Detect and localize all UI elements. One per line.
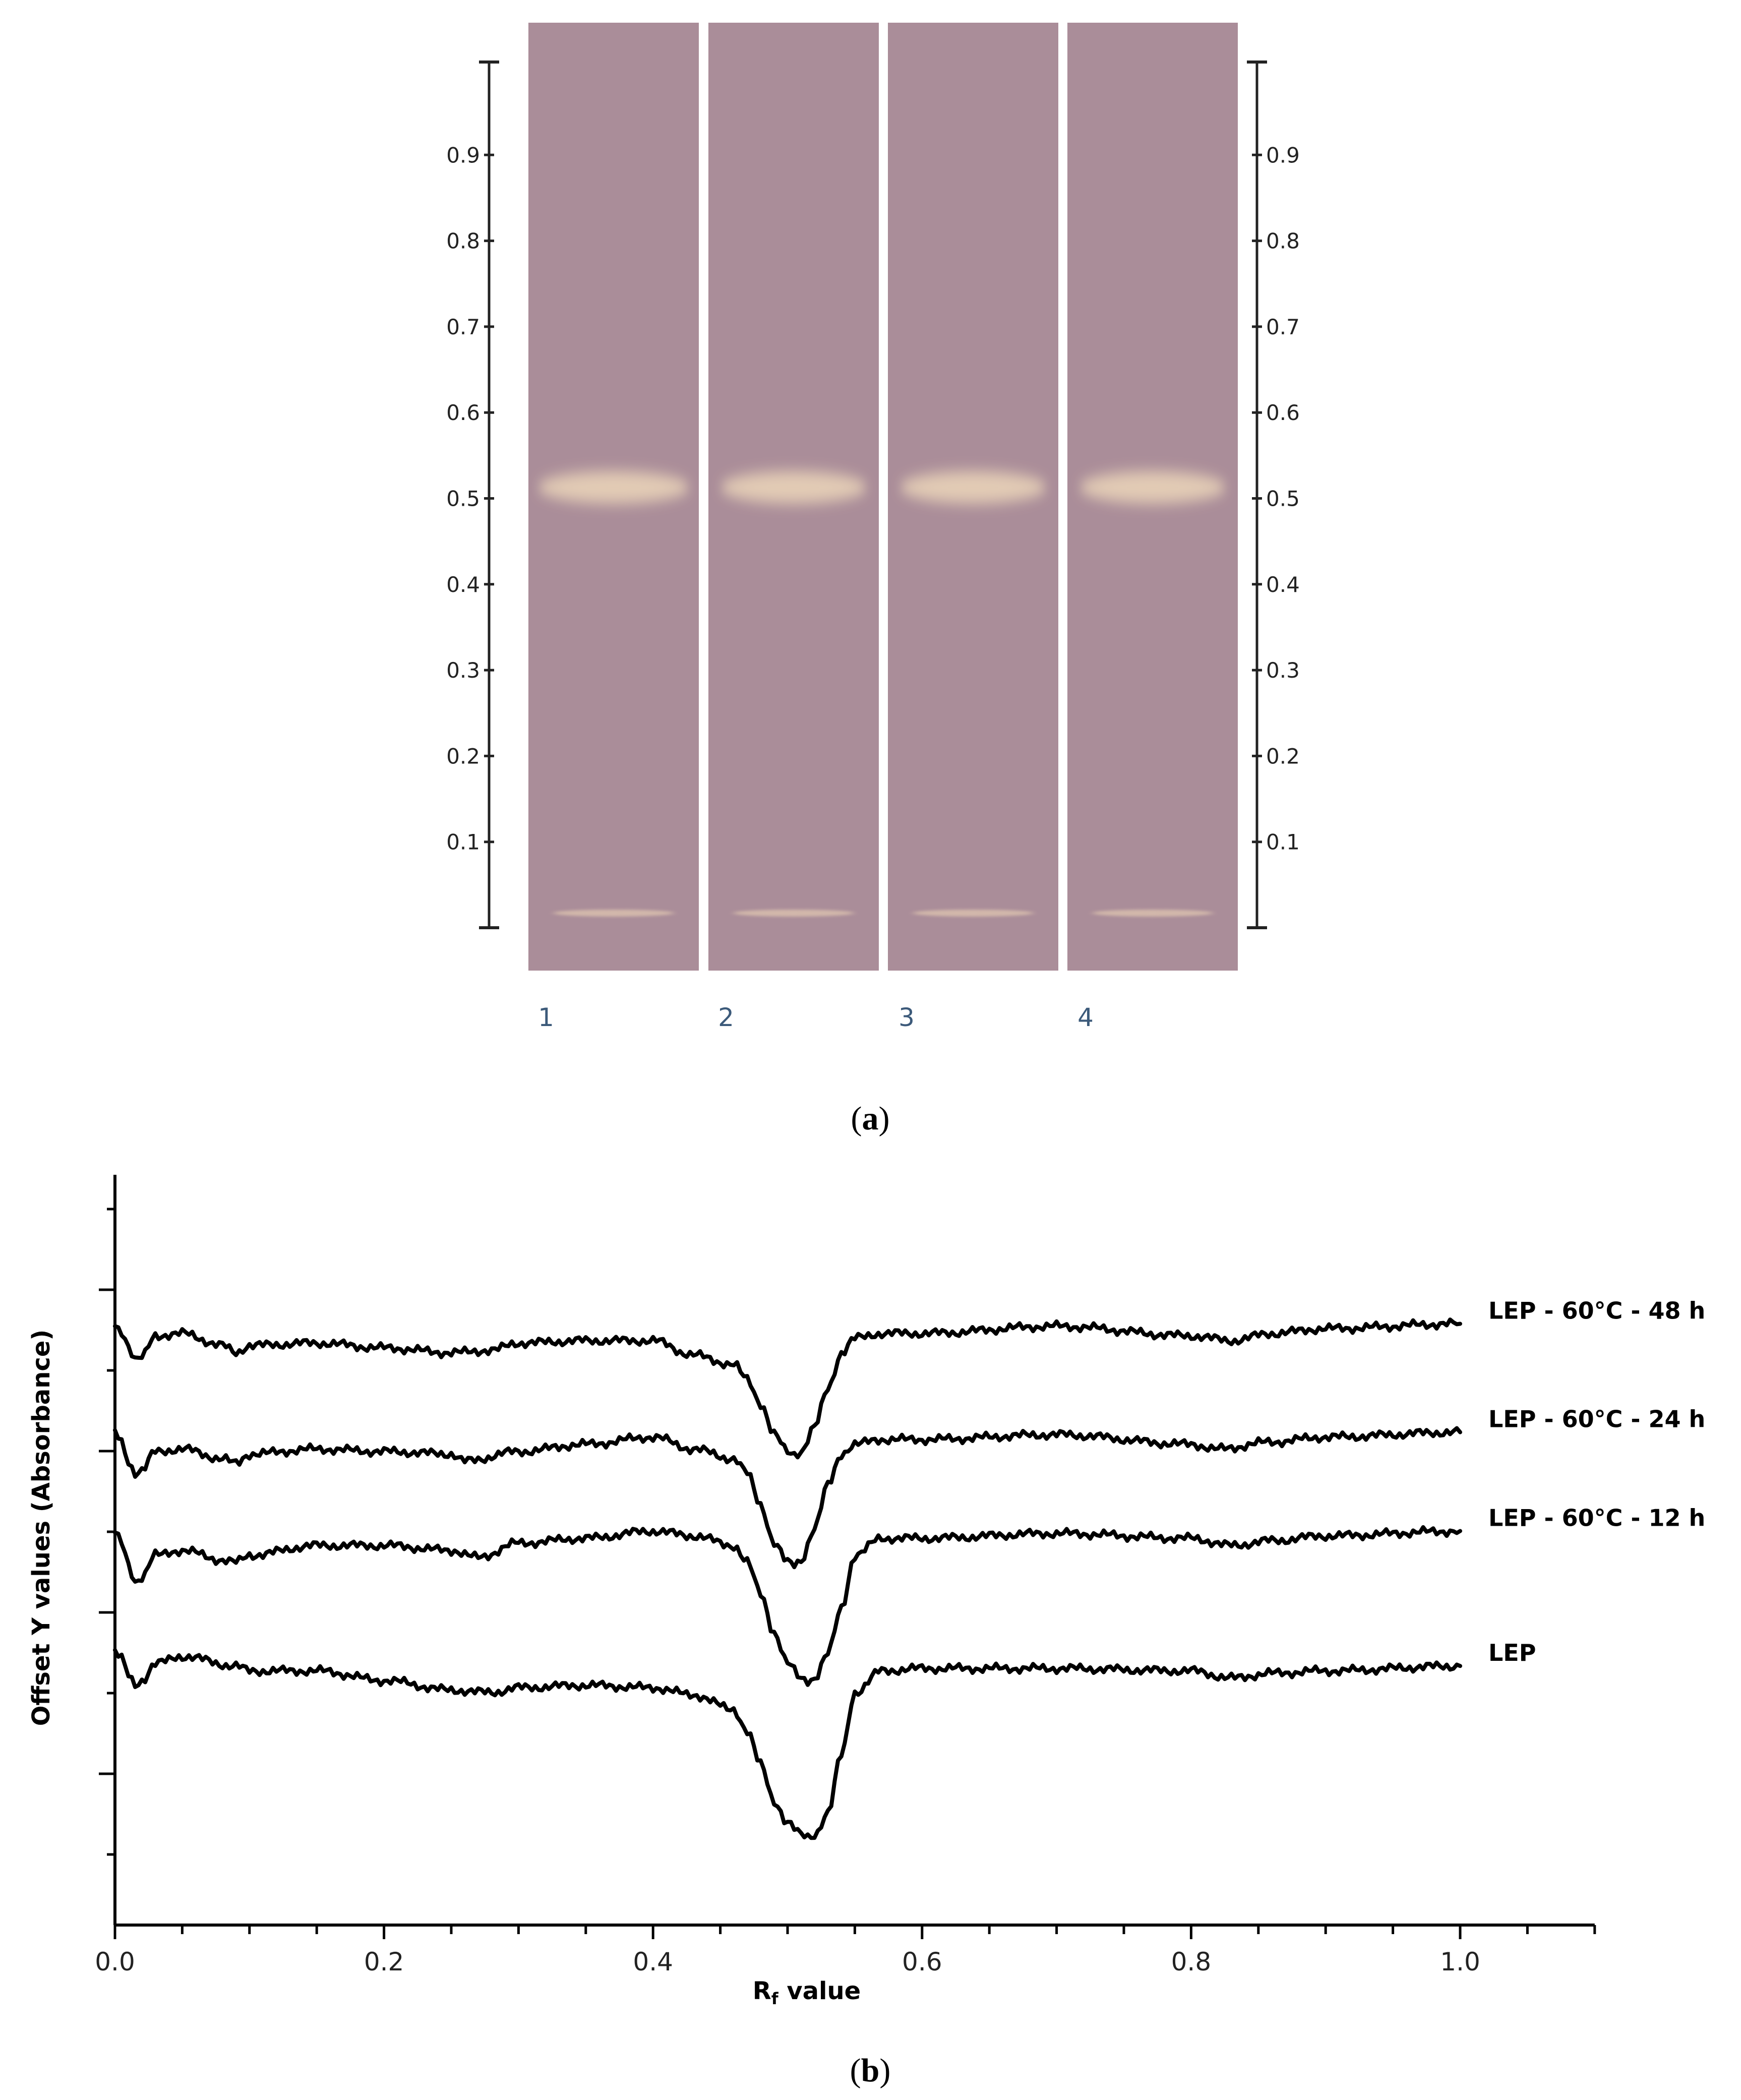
scale-tick-label: 0.5 [446, 487, 480, 511]
x-tick-label: 0.2 [364, 1947, 404, 1976]
scale-tick-label: 0.5 [1266, 487, 1300, 511]
x-axis-title: Rf value [753, 1977, 861, 2008]
densitogram-panel: 0.0 0.2 0.4 0.6 0.8 1.0 LEP - 60°C - 48 hLEP … [27, 1175, 1705, 2089]
lane-1-band [538, 471, 689, 504]
scale-tick-label: 0.9 [446, 143, 480, 167]
x-tick-label: 0.6 [902, 1947, 942, 1976]
series-label-1: LEP - 60°C - 48 h [1488, 1297, 1705, 1324]
series-line-1 [113, 1317, 1462, 1460]
scale-tick-label: 0.9 [1266, 143, 1300, 167]
tlc-plate-panel: 0.1 0.2 0.3 0.4 0.5 0.6 0.7 0.8 0.9 0.1 0.2 0.3 0.4… [446, 23, 1300, 1137]
lane-label-1: 1 [538, 1003, 554, 1032]
plate-lanes [528, 23, 1238, 971]
panel-a-label: (a) [851, 1100, 890, 1137]
scale-tick-label: 0.4 [1266, 572, 1300, 597]
scale-tick-label: 0.6 [1266, 400, 1300, 425]
lane-2-origin-spot [733, 909, 854, 917]
series-line-3 [113, 1525, 1462, 1687]
scale-tick-label: 0.7 [1266, 315, 1300, 339]
scale-tick-label: 0.2 [446, 744, 480, 768]
lane-label-4: 4 [1077, 1003, 1094, 1032]
scale-tick-label: 0.1 [446, 830, 480, 855]
chart-axes: 0.0 0.2 0.4 0.6 0.8 1.0 [95, 1175, 1596, 1976]
lane-2-band [721, 471, 867, 504]
scale-tick-label: 0.6 [446, 400, 480, 425]
scale-tick-label: 0.4 [446, 572, 480, 597]
scale-tick-label: 0.1 [1266, 830, 1300, 855]
lane-1-origin-spot [553, 909, 674, 917]
series-line-2 [113, 1426, 1462, 1570]
y-axis-title: Offset Y values (Absorbance) [27, 1330, 55, 1726]
series-label-2: LEP - 60°C - 24 h [1488, 1406, 1705, 1433]
x-tick-label: 1.0 [1440, 1947, 1480, 1976]
series-label-4: LEP [1488, 1639, 1536, 1666]
scale-tick-label: 0.2 [1266, 744, 1300, 768]
scale-tick-label: 0.3 [446, 658, 480, 683]
lane-label-2: 2 [718, 1003, 734, 1032]
lane-labels: 1 2 3 4 [538, 1003, 1094, 1032]
series-label-3: LEP - 60°C - 12 h [1488, 1505, 1705, 1532]
scale-tick-label: 0.8 [1266, 229, 1300, 254]
scale-tick-label: 0.7 [446, 315, 480, 339]
x-tick-label: 0.4 [633, 1947, 673, 1976]
lane-4-origin-spot [1092, 909, 1213, 917]
chart-series [113, 1317, 1462, 1840]
panel-b-label: (b) [850, 2052, 891, 2089]
x-tick-label: 0.0 [95, 1947, 135, 1976]
scale-tick-label: 0.8 [446, 229, 480, 254]
lane-label-3: 3 [898, 1003, 915, 1032]
lane-3-origin-spot [913, 909, 1034, 917]
rf-scale-right: 0.1 0.2 0.3 0.4 0.5 0.6 0.7 0.8 0.9 [1247, 61, 1300, 929]
series-line-4 [113, 1648, 1462, 1840]
rf-scale-left: 0.1 0.2 0.3 0.4 0.5 0.6 0.7 0.8 0.9 [446, 61, 499, 929]
lane-4-band [1079, 471, 1226, 504]
x-tick-label: 0.8 [1171, 1947, 1212, 1976]
series-labels: LEP - 60°C - 48 h LEP - 60°C - 24 h LEP - … [1488, 1297, 1705, 1666]
scale-tick-label: 0.3 [1266, 658, 1300, 683]
lane-3-band [900, 471, 1046, 504]
